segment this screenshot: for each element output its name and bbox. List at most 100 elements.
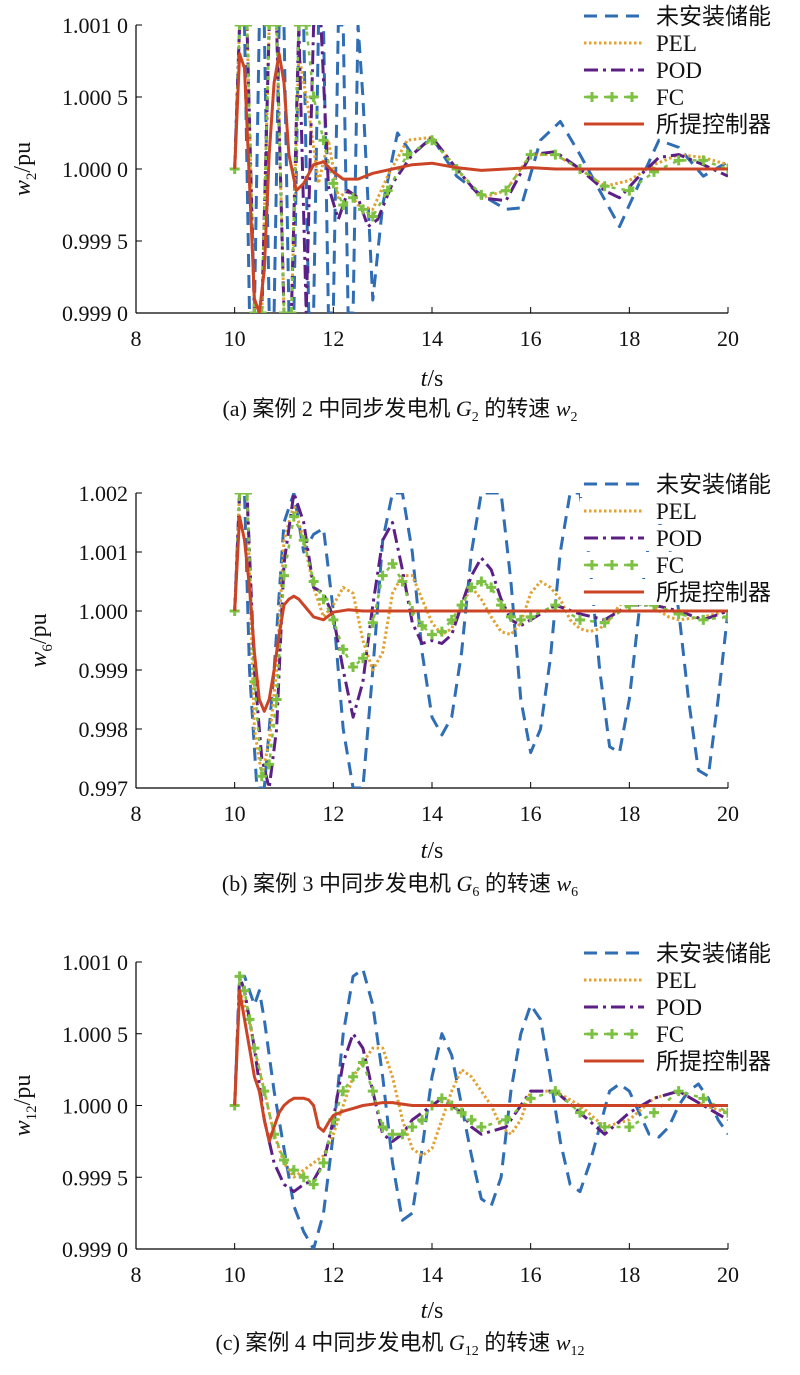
y-axis-label-unit: /pu [10,142,36,173]
series-marker-fc [288,1165,299,1176]
series-marker-fc [288,511,299,522]
legend-label-fc: FC [656,85,684,110]
series-marker-fc [382,185,393,196]
legend-label-proposed: 所提控制器 [656,580,771,605]
series-marker-fc [308,576,319,587]
y-axis-label-unit: /pu [10,1075,36,1106]
series-marker-fc [338,200,349,210]
caption-part: G [456,396,472,421]
y-axis-label-var: w [10,180,36,196]
series-marker-fc [387,1129,398,1140]
series-line-pod [233,974,728,1194]
series-line-fc [233,25,728,313]
x-axis-label: t/s [421,838,444,864]
series-marker-fc [348,1071,359,1082]
series-marker-fc [575,614,585,625]
legend-marker-fc [627,1029,637,1039]
legend-label-no_storage: 未安装储能 [656,4,771,29]
series-marker-fc [348,662,359,673]
x-axis-label-var: t [421,1298,429,1324]
legend-label-pel: PEL [656,499,697,524]
series-marker-fc [249,1043,260,1054]
x-tick-label: 8 [131,326,142,351]
series-marker-fc [308,1179,319,1190]
series-marker-fc [550,600,561,611]
series-marker-fc [279,1155,289,1166]
series-line-pel [233,989,728,1179]
series-line-proposed [233,52,728,313]
series-marker-fc [318,135,329,146]
series-marker-fc [249,308,260,313]
legend-label-pod: POD [656,526,702,551]
y-axis-label: w6/pu [26,613,56,667]
series-marker-fc [387,558,398,569]
series-marker-fc [357,1057,368,1068]
chart-panel-c: 8 10 12 14 16 18 20 1.001 0 1.000 5 1.000 0 0.999 … [10,940,795,1359]
y-tick-label: 1.000 5 [62,85,128,110]
series-marker-fc [417,1114,428,1125]
series-marker-fc [476,189,487,200]
series-marker-fc [308,92,319,102]
x-axis-label-unit: /s [427,1298,443,1324]
x-tick-label: 12 [322,326,344,351]
series-marker-fc [599,617,610,628]
series-marker-fc [279,570,289,581]
series-marker-fc [367,211,378,222]
caption-part: 2 [472,410,479,425]
series-marker-fc [476,576,487,587]
series-marker-fc [338,644,349,655]
series-marker-fc [318,594,329,605]
caption-part: 12 [465,1344,479,1359]
series-marker-fc [301,25,312,30]
y-tick-label: 1.001 0 [62,13,128,38]
series-marker-fc [239,985,250,996]
y-axis-label-unit: /pu [26,613,52,644]
series-marker-fc [357,653,368,664]
series-marker-fc [357,204,368,215]
series-marker-fc [286,308,297,313]
caption-part: w [556,871,571,896]
legend-marker-fc [607,1029,617,1039]
legend-label-no_storage: 未安装储能 [656,941,771,966]
series-marker-fc [698,155,709,166]
legend-label-fc: FC [656,1022,684,1047]
x-axis-label-var: t [421,838,429,864]
y-tick-label: 1.000 [79,599,129,624]
y-axis-label-sub: 12 [24,1105,40,1120]
series-marker-fc [259,1086,270,1097]
chart-panel-b: 8 10 12 14 16 18 20 1.002 1.001 1.000 0.999 0.998 0.… [26,471,795,900]
legend-label-pel: PEL [656,968,697,993]
caption-part: 6 [571,885,578,900]
x-tick-label: 20 [717,1262,739,1287]
figure-caption: (b) 案例 3 中同步发电机 G6 的转速 w6 [222,871,578,900]
series-marker-fc [505,611,516,622]
legend-marker-fc [607,92,617,102]
series-marker-fc [271,694,282,705]
series-marker-fc [649,1107,659,1118]
y-tick-label: 0.999 5 [62,229,128,254]
series-marker-fc [476,1122,487,1133]
chart-panel-a: 8 10 12 14 16 18 20 1.001 0 1.000 5 1.000 0 0.999 … [10,3,795,425]
series-marker-fc [496,600,507,611]
series-marker-fc [723,611,728,622]
series-line-no_storage [233,25,728,313]
series-marker-fc [377,570,388,581]
x-tick-label: 16 [520,1262,542,1287]
y-tick-label: 0.999 0 [62,1237,128,1262]
series-marker-fc [427,629,437,640]
series-marker-fc [525,149,536,160]
series-marker-fc [328,614,339,625]
series-marker-fc [234,25,245,30]
caption-part: 的转速 [479,871,556,896]
caption-part: G [449,1330,465,1355]
legend-marker-fc [587,92,597,102]
series-marker-fc [338,1086,349,1097]
series-marker-fc [515,614,526,625]
series-marker-fc [367,617,378,628]
series-marker-fc [436,626,447,637]
legend-label-no_storage: 未安装储能 [656,472,771,497]
legend-label-proposed: 所提控制器 [656,112,771,137]
series-line-proposed [233,515,728,713]
